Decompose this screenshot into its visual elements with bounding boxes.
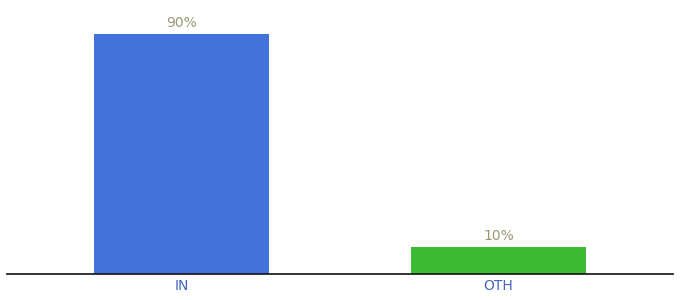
Text: 10%: 10% <box>483 229 514 243</box>
Bar <box>94 34 269 274</box>
Text: 90%: 90% <box>166 16 197 30</box>
Bar <box>411 247 586 274</box>
